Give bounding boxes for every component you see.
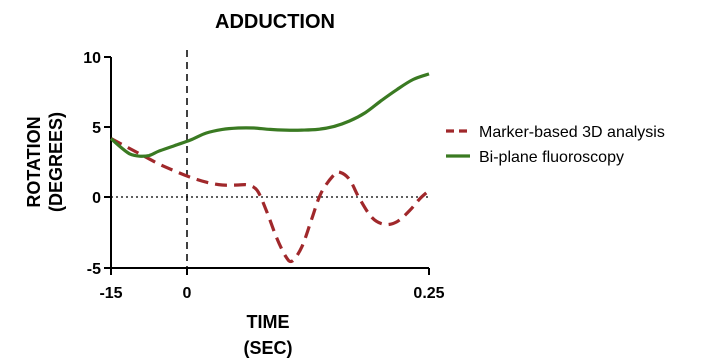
- y-tick-label-minus-5: -5: [87, 261, 101, 278]
- x-tick-label-0: 0: [183, 285, 192, 302]
- series-layer: [109, 72, 431, 264]
- legend: Marker-based 3D analysis Bi-plane fluoro…: [446, 124, 665, 166]
- chart-title: ADDUCTION: [215, 11, 335, 33]
- x-ticks: -15 0 0.25: [99, 268, 445, 302]
- y-axis-title: ROTATION (DEGREES): [24, 112, 66, 212]
- x-tick-label-0-25: 0.25: [413, 285, 444, 302]
- y-axis-title-line1: ROTATION: [24, 116, 44, 207]
- series-line-biplane: [109, 72, 430, 158]
- series-line-marker-based: [110, 137, 431, 264]
- legend-label-marker-based: Marker-based 3D analysis: [479, 124, 665, 141]
- y-axis-title-line2: (DEGREES): [46, 112, 66, 212]
- y-tick-label-10: 10: [83, 50, 101, 67]
- x-axis-title-line1: TIME: [247, 312, 290, 332]
- x-tick-label-minus-15: -15: [99, 285, 122, 302]
- legend-label-biplane: Bi-plane fluoroscopy: [479, 149, 624, 166]
- x-axis-title-line2: (SEC): [244, 338, 293, 358]
- y-ticks: 10 5 0 -5: [83, 50, 111, 278]
- y-tick-label-0: 0: [92, 190, 101, 207]
- y-tick-label-5: 5: [92, 120, 101, 137]
